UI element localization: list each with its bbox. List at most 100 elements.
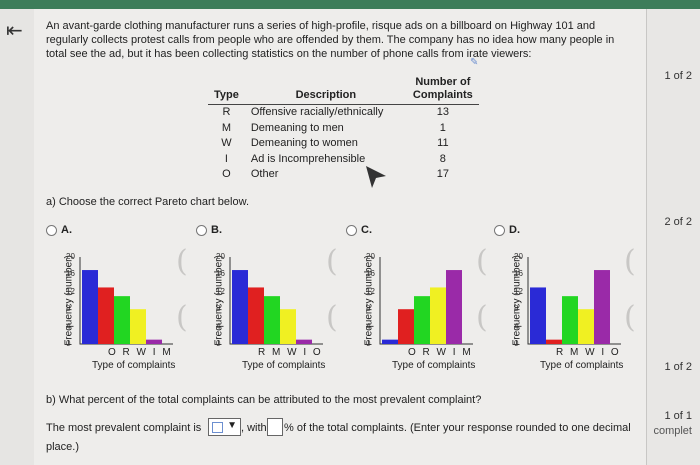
table-cell-count: 13 xyxy=(436,106,449,118)
zoom-handle-bottom: ( xyxy=(326,300,338,335)
y-tick-label: 12 xyxy=(366,286,375,296)
option-label-3: D. xyxy=(509,224,520,236)
table-cell-desc: Demeaning to men xyxy=(250,121,344,134)
y-tick-label: 20 xyxy=(514,252,523,261)
x-axis-label: Type of complaints xyxy=(540,360,624,371)
bar-O xyxy=(594,270,610,344)
option-radio-3[interactable] xyxy=(494,225,505,236)
answer-prefix: The most prevalent complaint is xyxy=(46,422,202,434)
bar-M xyxy=(248,287,264,344)
y-tick-label: 8 xyxy=(366,304,371,314)
zoom-handle-bottom: ( xyxy=(176,300,188,335)
header-type: Type xyxy=(208,74,245,105)
progress-2: 2 of 2 xyxy=(664,216,692,228)
y-tick-label: 12 xyxy=(514,286,523,296)
x-tick-labels: O R W I M xyxy=(408,347,473,358)
table-cell-type: R xyxy=(222,106,231,118)
progress-4: 1 of 1 xyxy=(664,410,692,422)
dropdown-box xyxy=(212,422,223,433)
x-tick-labels: R M W I O xyxy=(556,347,621,358)
complaint-dropdown[interactable]: ▼ xyxy=(208,418,241,436)
pareto-chart xyxy=(379,257,473,345)
bar-W xyxy=(562,296,578,344)
y-tick-label: 8 xyxy=(66,304,71,314)
y-tick-label: 16 xyxy=(514,269,523,279)
option-radio-2[interactable] xyxy=(346,225,357,236)
y-tick-label: 20 xyxy=(66,252,75,261)
y-tick-label: 16 xyxy=(366,269,375,279)
zoom-handle-top: ( xyxy=(624,244,636,279)
zoom-handle-top: ( xyxy=(476,244,488,279)
right-pane xyxy=(646,9,700,465)
table-cell-type: O xyxy=(222,168,231,180)
table-cell-type: M xyxy=(221,121,232,134)
y-tick-label: 0 xyxy=(366,339,371,348)
answer-mid: , with xyxy=(241,422,267,434)
option-label-0: A. xyxy=(61,224,72,236)
y-tick-label: 8 xyxy=(216,304,221,314)
bar-I xyxy=(430,287,446,344)
bar-W xyxy=(414,296,430,344)
bar-O xyxy=(296,339,312,344)
table-cell-desc: Ad is Incomprehensible xyxy=(250,152,366,165)
table-cell-desc: Demeaning to women xyxy=(250,137,358,149)
option-label-2: C. xyxy=(361,224,372,236)
y-tick-label: 12 xyxy=(216,286,225,296)
left-strip xyxy=(0,9,34,465)
x-axis-label: Type of complaints xyxy=(92,360,176,371)
y-tick-label: 20 xyxy=(216,252,225,261)
table-row: W Demeaning to women 11 xyxy=(208,136,479,152)
header-number: Number of Complaints xyxy=(406,74,479,105)
percent-input[interactable] xyxy=(267,418,283,436)
table-cell-count: 17 xyxy=(436,168,449,180)
table-cell-desc: Other xyxy=(250,168,279,180)
zoom-handle-bottom: ( xyxy=(476,300,488,335)
part-b-prompt: b) What percent of the total complaints … xyxy=(46,394,482,406)
edit-icon[interactable]: ✎ xyxy=(470,57,479,68)
table-row: R Offensive racially/ethnically 13 xyxy=(208,105,479,121)
y-tick-label: 4 xyxy=(216,321,221,331)
top-bar xyxy=(0,0,700,9)
x-tick-labels: O R W I M xyxy=(108,347,173,358)
bar-I xyxy=(130,309,146,344)
table-row: I Ad is Incomprehensible 8 xyxy=(208,152,479,168)
bar-M xyxy=(146,339,162,344)
back-arrow-icon[interactable]: ⇤ xyxy=(6,18,23,42)
answer-suffix-2: place.) xyxy=(46,441,80,453)
progress-1: 1 of 2 xyxy=(664,70,692,82)
zoom-handle-bottom: ( xyxy=(624,300,636,335)
pareto-chart xyxy=(229,257,323,345)
y-tick-label: 8 xyxy=(514,304,519,314)
pareto-chart xyxy=(527,257,621,345)
table-cell-type: I xyxy=(224,152,228,165)
x-axis-label: Type of complaints xyxy=(242,360,326,371)
y-tick-label: 0 xyxy=(66,339,71,348)
y-tick-label: 16 xyxy=(66,269,75,279)
bar-R xyxy=(398,309,414,344)
zoom-handle-top: ( xyxy=(326,244,338,279)
dropdown-arrow-icon: ▼ xyxy=(227,420,237,431)
option-radio-1[interactable] xyxy=(196,225,207,236)
x-axis-label: Type of complaints xyxy=(392,360,476,371)
bar-O xyxy=(382,339,398,344)
bar-W xyxy=(114,296,130,344)
bar-W xyxy=(264,296,280,344)
y-tick-label: 0 xyxy=(216,339,221,348)
table-cell-count: 11 xyxy=(437,137,449,149)
bar-I xyxy=(280,309,296,344)
table-cell-count: 8 xyxy=(439,152,446,165)
zoom-handle-top: ( xyxy=(176,244,188,279)
bar-R xyxy=(530,287,546,344)
option-radio-0[interactable] xyxy=(46,225,57,236)
table-cell-desc: Offensive racially/ethnically xyxy=(250,106,384,118)
bar-O xyxy=(82,270,98,344)
bar-R xyxy=(232,270,248,344)
y-tick-label: 4 xyxy=(66,321,71,331)
bar-R xyxy=(98,287,114,344)
answer-suffix: % of the total complaints. (Enter your r… xyxy=(284,422,631,434)
pareto-chart xyxy=(79,257,173,345)
y-tick-label: 4 xyxy=(366,321,371,331)
y-tick-label: 0 xyxy=(514,339,519,348)
y-tick-label: 12 xyxy=(66,286,75,296)
table-row: M Demeaning to men 1 xyxy=(208,121,479,137)
